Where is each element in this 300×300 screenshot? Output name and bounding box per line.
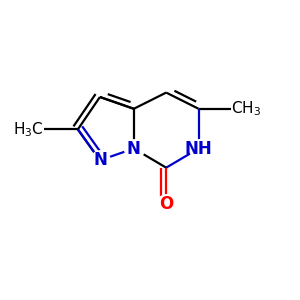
Text: NH: NH <box>185 140 212 158</box>
Text: O: O <box>159 196 173 214</box>
Text: CH$_3$: CH$_3$ <box>231 99 261 118</box>
Text: N: N <box>127 140 141 158</box>
Text: N: N <box>93 151 107 169</box>
Text: H$_3$C: H$_3$C <box>13 120 44 139</box>
